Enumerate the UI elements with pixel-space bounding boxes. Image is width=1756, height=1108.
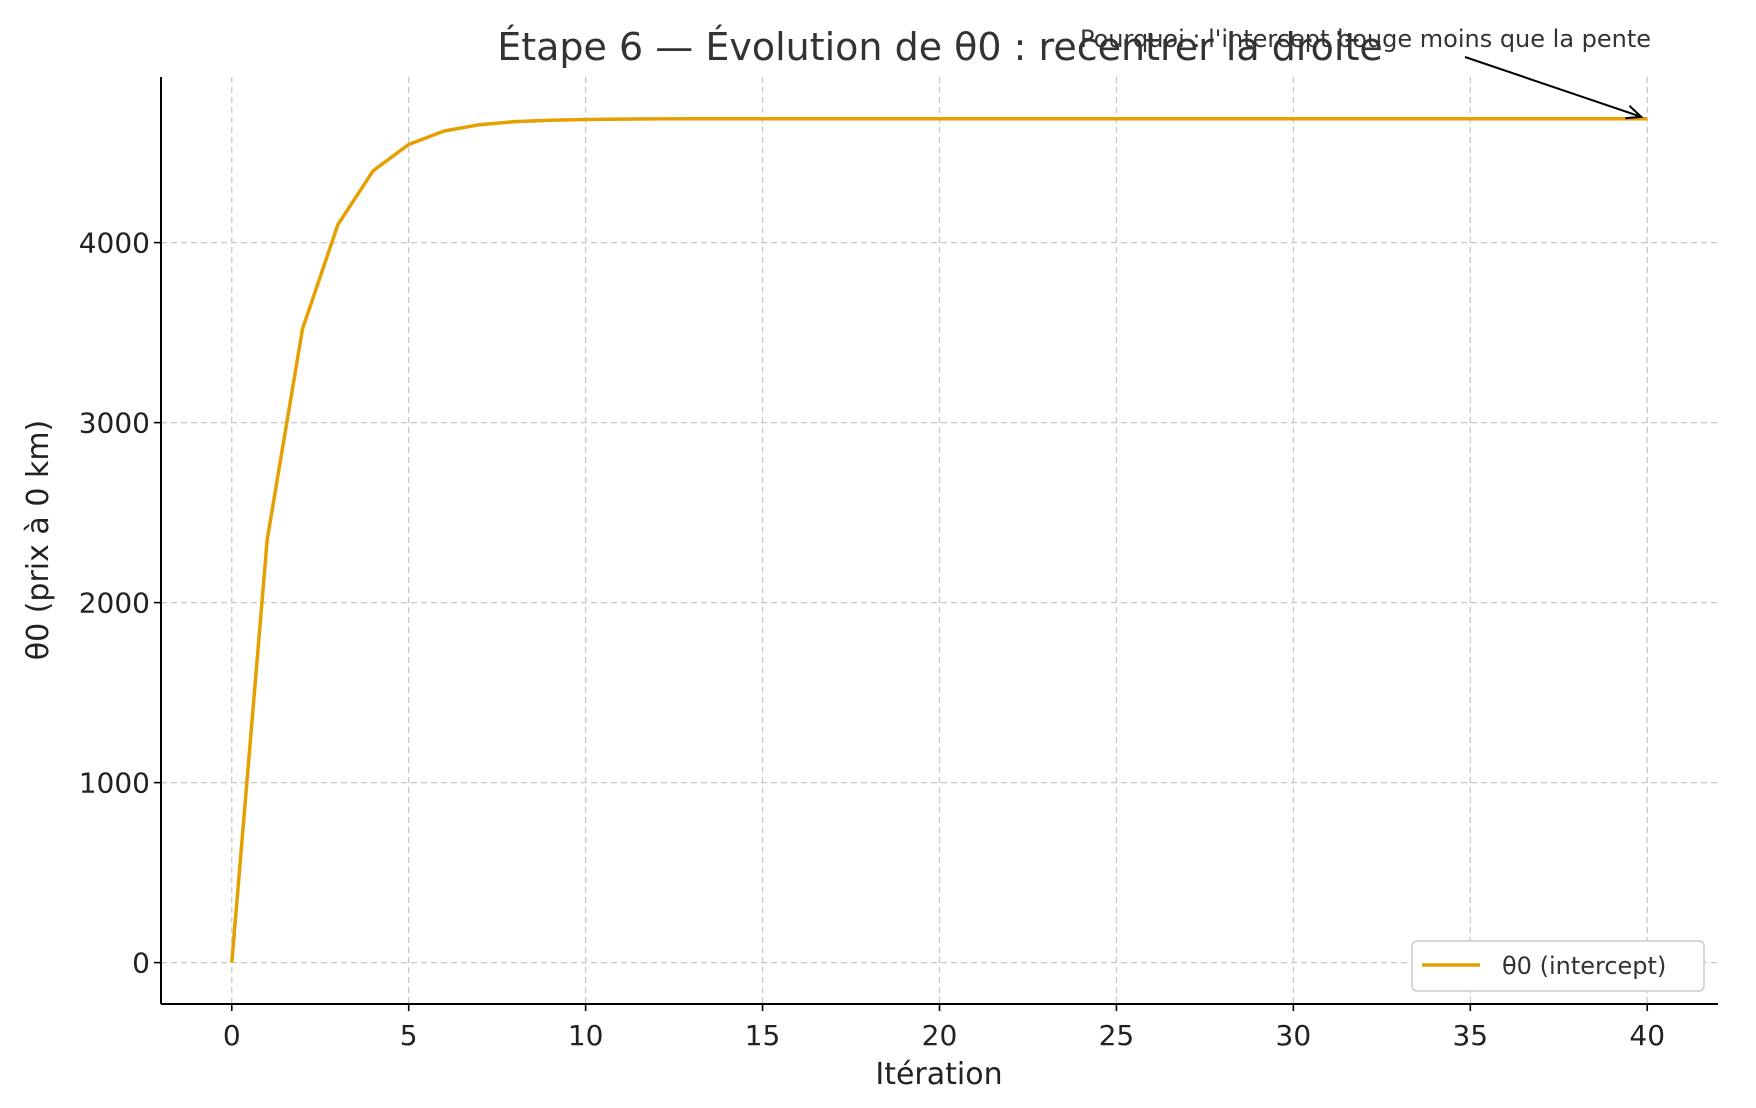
x-tick-label: 25 <box>1099 1019 1135 1052</box>
annotation-arrow-head <box>1625 105 1644 120</box>
y-tick-label: 0 <box>132 947 150 980</box>
y-axis-label: θ0 (prix à 0 km) <box>21 420 56 661</box>
legend-label: θ0 (intercept) <box>1502 952 1666 980</box>
legend: θ0 (intercept) <box>1411 940 1705 992</box>
legend-frame <box>1411 940 1705 992</box>
annotation-arrow <box>1464 56 1642 118</box>
y-tick-label: 1000 <box>79 767 150 800</box>
x-tick-label: 5 <box>400 1019 418 1052</box>
x-tick-label: 0 <box>223 1019 241 1052</box>
series-line-theta0 <box>230 117 1648 963</box>
annotation: Pourquoi : l'intercept bouge moins que l… <box>1080 25 1651 120</box>
x-axis-ticks: 0 5 10 15 20 25 30 35 40 <box>223 1004 1665 1052</box>
x-axis-label: Itération <box>875 1057 1002 1092</box>
annotation-text: Pourquoi : l'intercept bouge moins que l… <box>1080 25 1651 53</box>
chart-title: Étape 6 — Évolution de θ0 : recentrer la… <box>497 25 1383 69</box>
y-axis-ticks: 0 1000 2000 3000 4000 <box>79 227 161 980</box>
x-tick-label: 30 <box>1276 1019 1312 1052</box>
series <box>230 117 1648 963</box>
x-tick-label: 10 <box>568 1019 604 1052</box>
x-tick-label: 20 <box>922 1019 958 1052</box>
y-tick-label: 2000 <box>79 587 150 620</box>
x-tick-label: 15 <box>745 1019 781 1052</box>
grid <box>161 77 1718 1004</box>
x-tick-label: 40 <box>1629 1019 1665 1052</box>
y-tick-label: 3000 <box>79 407 150 440</box>
y-tick-label: 4000 <box>79 227 150 260</box>
x-tick-label: 35 <box>1452 1019 1488 1052</box>
